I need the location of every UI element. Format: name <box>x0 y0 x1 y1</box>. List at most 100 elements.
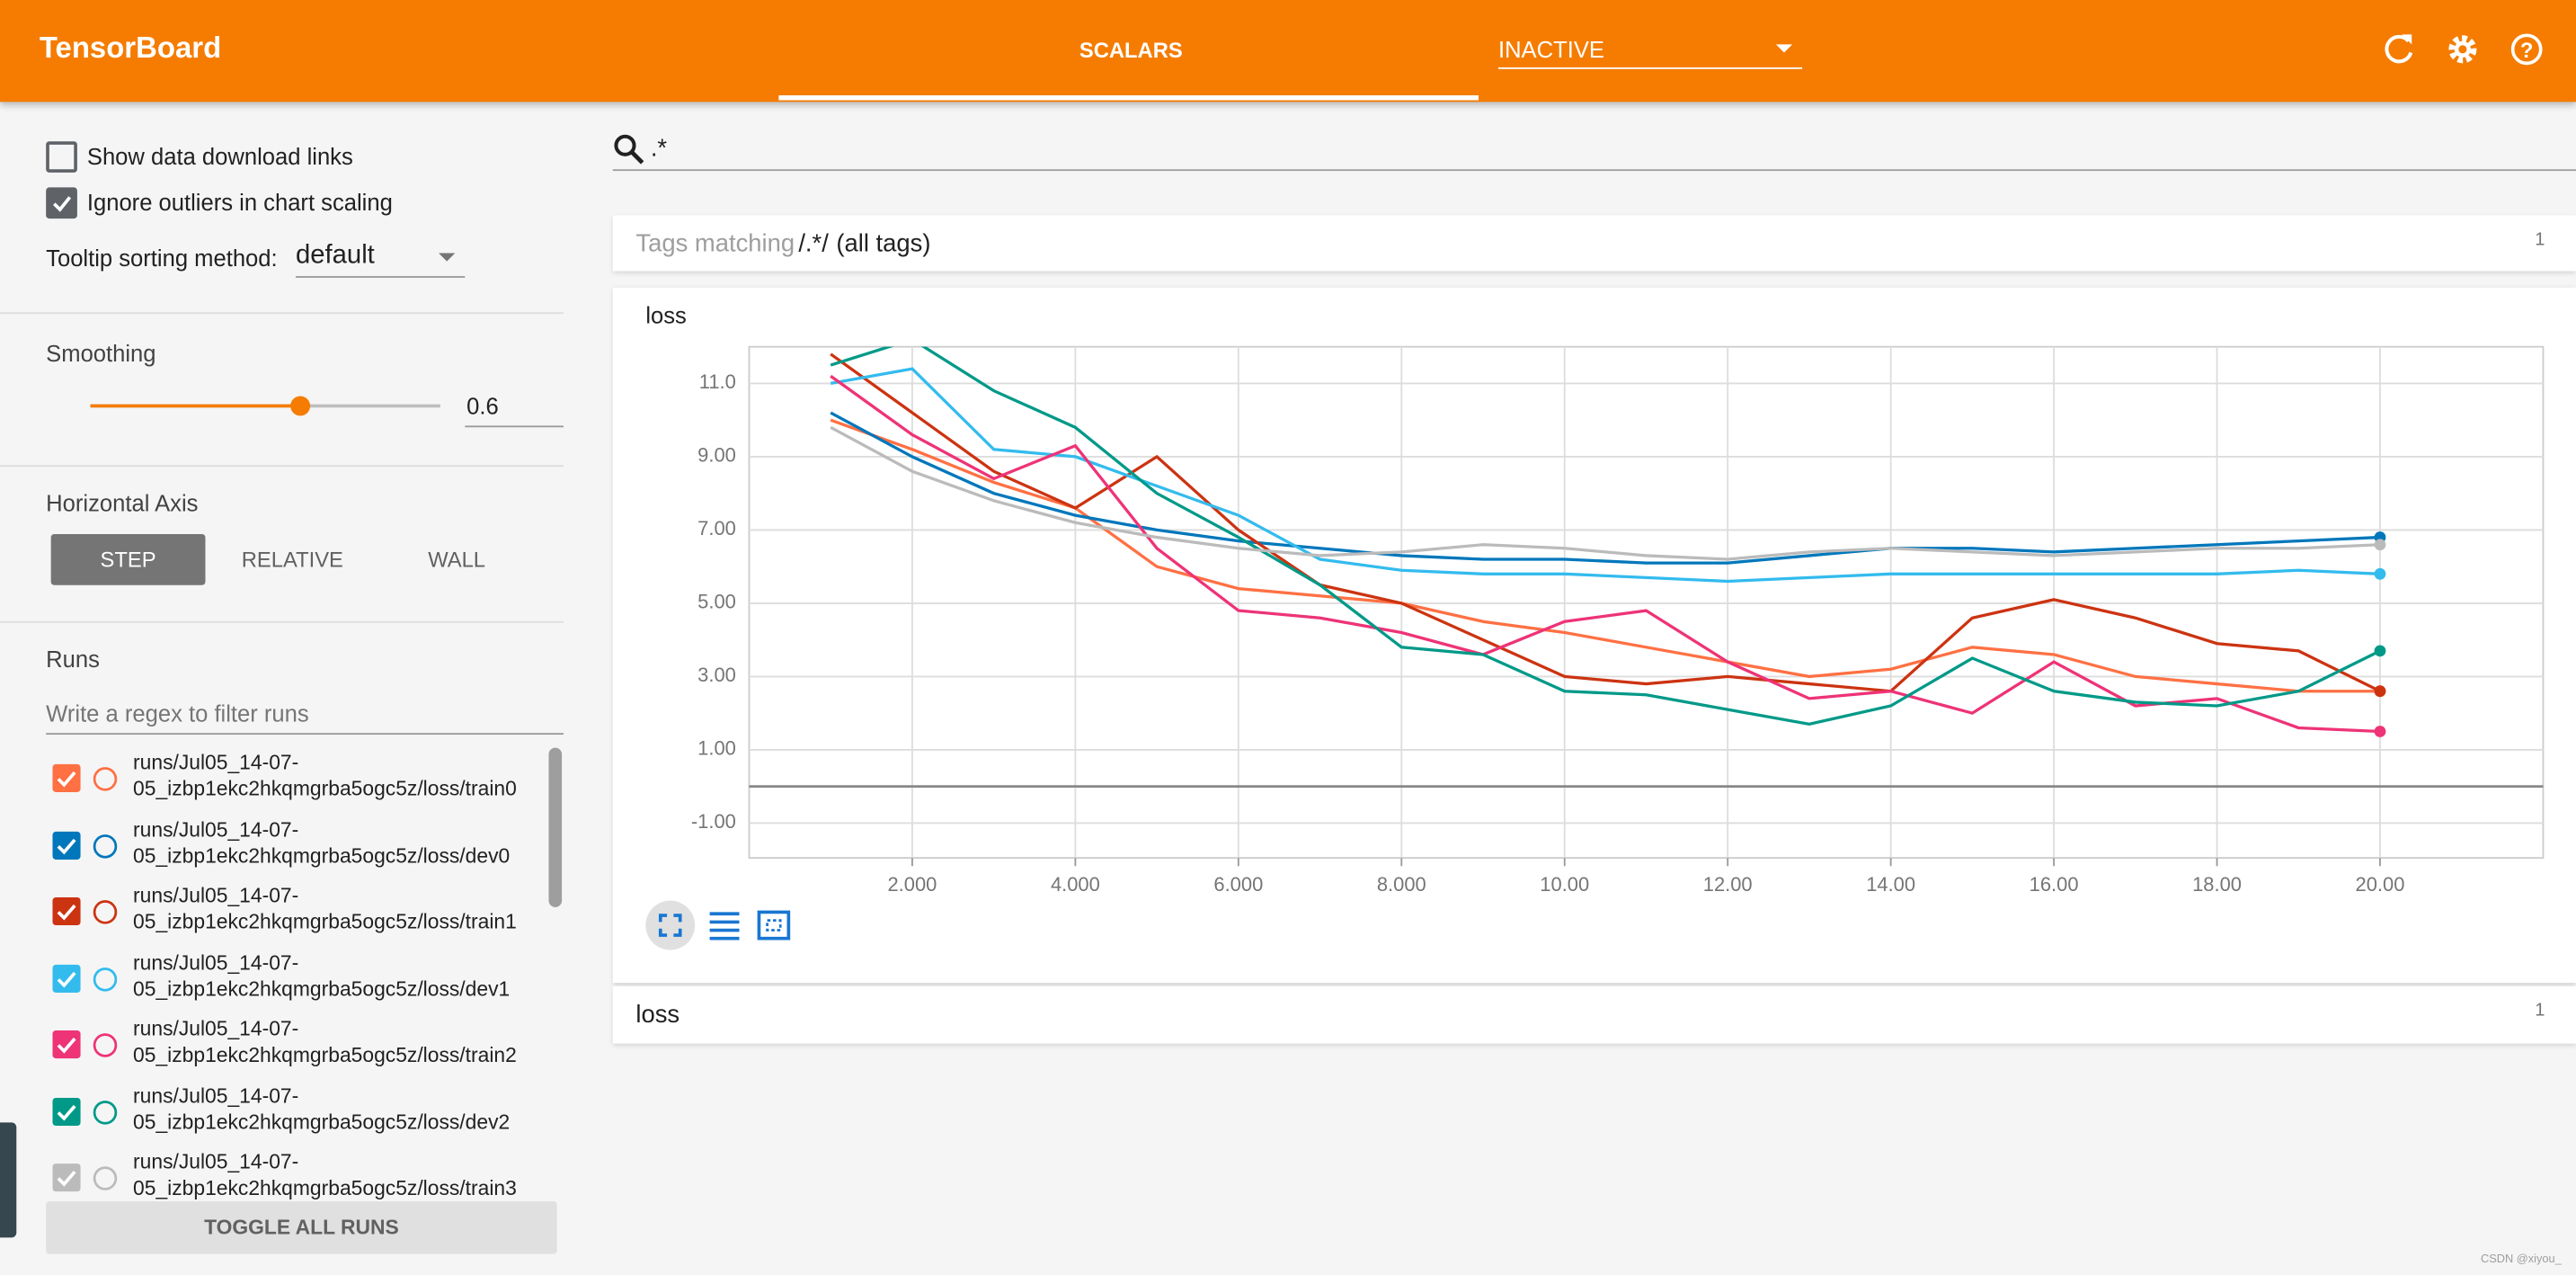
run-color-circle[interactable] <box>91 1097 120 1127</box>
toggle-label[interactable]: TOGGLE ALL RUNS <box>204 1216 399 1240</box>
axis-option[interactable]: STEP <box>100 547 156 573</box>
scrollbar[interactable] <box>548 747 563 907</box>
run-row: runs/Jul05_14-07-05_izbp1ekc2hkqmgrba5og… <box>46 1077 546 1143</box>
series-line <box>830 411 2381 565</box>
app-title: TensorBoard <box>39 31 222 65</box>
search-icon <box>614 134 644 165</box>
smoothing-input[interactable]: 0.6 <box>466 392 499 420</box>
run-name: runs/Jul05_14-07-05_izbp1ekc2hkqmgrba5og… <box>133 1017 517 1067</box>
toggle-button[interactable] <box>46 1201 557 1254</box>
chart-buttons[interactable] <box>645 900 791 950</box>
checkbox-checked[interactable] <box>46 187 77 219</box>
dropdown-underline <box>296 276 466 278</box>
tag-prefix: Tags matching <box>635 229 795 258</box>
run-row: runs/Jul05_14-07-05_izbp1ekc2hkqmgrba5og… <box>46 1011 546 1076</box>
series-line <box>830 352 2381 693</box>
check-path <box>57 1104 76 1120</box>
x-tick-label: 6.000 <box>1213 873 1263 896</box>
tag-count: 1 <box>2535 1001 2545 1021</box>
tooltip-dropdown[interactable]: default <box>296 241 375 270</box>
check-mark <box>57 970 76 987</box>
smoothing-slider[interactable] <box>82 389 451 423</box>
run-row: runs/Jul05_14-07-05_izbp1ekc2hkqmgrba5og… <box>46 811 546 877</box>
x-tick-label: 18.00 <box>2192 873 2242 896</box>
checkbox-label: Show data download links <box>86 143 353 170</box>
tag-count: 1 <box>2535 229 2545 250</box>
tag-name: loss <box>635 1001 680 1030</box>
y-tick-label: 1.00 <box>697 737 736 760</box>
run-checkbox[interactable] <box>52 1097 81 1126</box>
series-end-dot <box>2374 685 2386 698</box>
series-line <box>830 346 2381 727</box>
check-path <box>57 771 76 788</box>
checkbox[interactable] <box>46 141 77 173</box>
input-underline <box>465 425 564 428</box>
svg-text:?: ? <box>2520 39 2534 63</box>
tooltip-label: Tooltip sorting method: <box>46 245 278 272</box>
run-checkbox[interactable] <box>52 896 81 926</box>
run-checkbox[interactable] <box>52 830 81 860</box>
divider <box>0 465 564 468</box>
watermark: CSDN @xiyou_ <box>2480 1253 2562 1266</box>
run-color-circle[interactable] <box>91 897 120 927</box>
run-color-circle[interactable] <box>91 764 120 794</box>
check-mark <box>57 1037 76 1054</box>
tag-group-header[interactable]: loss 1 <box>612 985 2576 1044</box>
x-tick-label: 2.000 <box>888 873 937 896</box>
run-list: runs/Jul05_14-07-05_izbp1ekc2hkqmgrba5og… <box>46 744 546 1199</box>
tag-group-header[interactable]: Tags matching /.*/ (all tags) 1 <box>612 215 2576 272</box>
run-checkbox[interactable] <box>52 1030 81 1059</box>
edge-widget <box>0 1122 17 1238</box>
run-color-circle[interactable] <box>91 964 120 994</box>
x-tick-label: 8.000 <box>1377 873 1426 896</box>
divider <box>0 620 564 623</box>
y-tick-label: 5.00 <box>697 591 736 613</box>
toolbar-icons[interactable]: ? <box>2380 31 2545 71</box>
check-mark <box>57 1104 76 1120</box>
chart-card: loss 11.0 9.00 7.00 5.00 3.00 1.00 -1.00 2.000 4… <box>612 287 2576 984</box>
circle-outline <box>93 967 118 991</box>
run-name: runs/Jul05_14-07-05_izbp1ekc2hkqmgrba5og… <box>133 884 517 934</box>
tag-pattern: /.*/ <box>798 229 829 258</box>
run-row: runs/Jul05_14-07-05_izbp1ekc2hkqmgrba5og… <box>46 744 546 810</box>
x-tick-label: 14.00 <box>1866 873 1915 896</box>
dropdown-caret <box>1775 44 1793 53</box>
run-selector[interactable]: INACTIVE <box>1497 36 1604 63</box>
axis-button-active[interactable] <box>50 534 206 585</box>
runs-filter[interactable]: Write a regex to filter runs <box>46 700 309 727</box>
circle-outline <box>93 834 118 858</box>
series-line <box>830 367 2381 584</box>
run-checkbox[interactable] <box>52 763 81 793</box>
circle-outline <box>93 900 118 924</box>
series-line <box>830 418 2381 693</box>
selector-underline <box>1497 67 1803 69</box>
tab-scalars[interactable]: SCALARS <box>1079 38 1183 63</box>
run-checkbox[interactable] <box>52 964 81 993</box>
x-tick-label: 4.000 <box>1051 873 1100 896</box>
circle-outline <box>93 1033 118 1057</box>
run-name: runs/Jul05_14-07-05_izbp1ekc2hkqmgrba5og… <box>133 751 517 801</box>
run-checkbox[interactable] <box>52 1164 81 1192</box>
toolbar: TensorBoard SCALARS INACTIVE ? <box>0 0 2576 103</box>
check-mark <box>57 904 76 921</box>
axis-option[interactable]: RELATIVE <box>241 547 343 573</box>
check-mark <box>57 1171 76 1187</box>
run-color-circle[interactable] <box>91 1030 120 1060</box>
series-end-dot <box>2374 567 2386 580</box>
checkbox-label: Ignore outliers in chart scaling <box>86 189 393 216</box>
plot-area <box>748 345 2545 860</box>
filter-underline <box>46 733 564 736</box>
run-color-circle[interactable] <box>91 831 120 860</box>
axis-option[interactable]: WALL <box>428 547 486 573</box>
x-tick-label: 12.00 <box>1703 873 1753 896</box>
run-color-circle[interactable] <box>91 1164 120 1193</box>
search-underline <box>612 169 2576 172</box>
run-name: runs/Jul05_14-07-05_izbp1ekc2hkqmgrba5og… <box>133 1150 517 1200</box>
search-input[interactable]: .* <box>650 134 668 163</box>
y-tick-label: 7.00 <box>697 517 736 539</box>
axis-label: Horizontal Axis <box>46 489 199 516</box>
slider-thumb[interactable] <box>290 396 311 416</box>
series-line <box>830 425 2381 561</box>
check-mark <box>57 837 76 854</box>
